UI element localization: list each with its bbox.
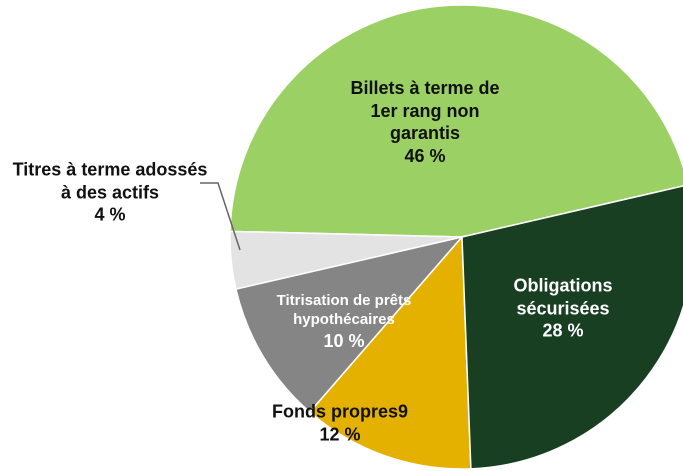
slice-label: Titres à terme adossés à des actifs 4 %	[10, 158, 210, 226]
pie-slice	[461, 185, 683, 470]
slice-label: Obligations sécurisées 28 %	[488, 274, 638, 342]
slice-label: Titrisation de prêts hypothécaires 10 %	[244, 292, 444, 352]
slice-label: Fonds propres9 12 %	[240, 401, 440, 446]
category-label: Titrisation de prêts hypothécaires	[276, 292, 412, 328]
category-label: Obligations sécurisées	[513, 275, 613, 318]
category-label: Fonds propres9	[271, 401, 409, 422]
value-label: 46 %	[404, 145, 446, 166]
pie-slice	[308, 235, 472, 470]
value-label: 28 %	[542, 320, 584, 341]
leader-line	[200, 182, 241, 251]
category-label: Billets à terme de 1er rang non garantis	[350, 78, 500, 143]
pie-slice	[235, 235, 465, 414]
value-label: 10 %	[323, 330, 365, 351]
category-label: Titres à terme adossés à des actifs	[12, 159, 208, 202]
value-label: 4 %	[94, 204, 126, 225]
pie-slice	[229, 4, 683, 238]
value-label: 12 %	[319, 424, 361, 444]
slice-label: Billets à terme de 1er rang non garantis…	[340, 77, 510, 167]
